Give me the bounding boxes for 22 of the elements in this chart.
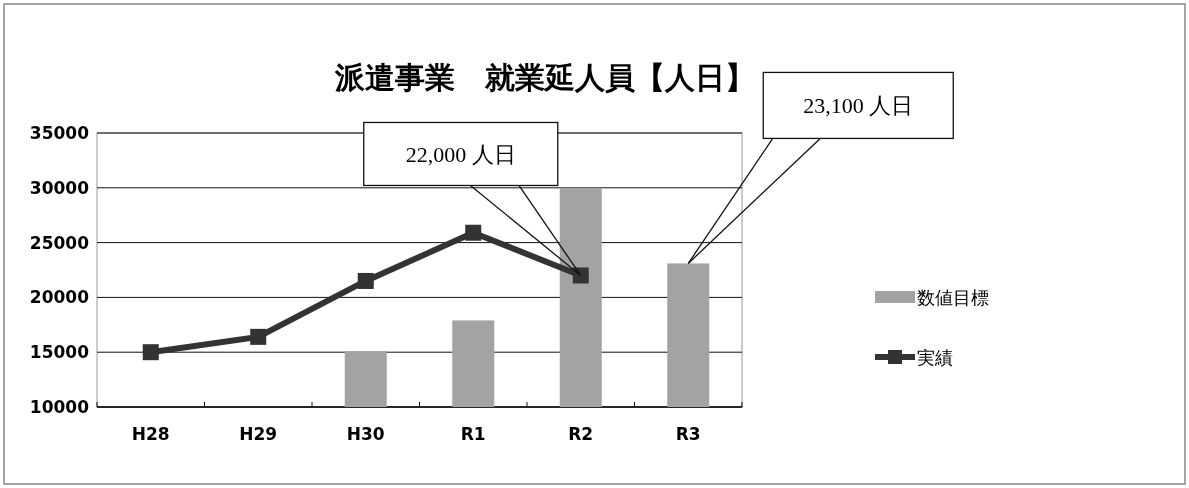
x-tick-label: H28 — [131, 424, 170, 444]
x-tick-label: H30 — [346, 424, 385, 444]
point — [572, 267, 589, 284]
point — [357, 272, 374, 289]
annotation: 22,000 人日 — [405, 141, 516, 167]
annotation: 23,100 人日 — [803, 93, 914, 119]
point — [142, 344, 159, 361]
y-tick-label: 15000 — [29, 342, 90, 363]
x-tick-label: R2 — [568, 424, 594, 444]
y-tick-label: 35000 — [29, 123, 90, 143]
point — [465, 224, 482, 241]
x-tick-label: R3 — [675, 424, 701, 444]
legend-label: 数値目標 — [917, 287, 989, 308]
legend-label: 実績 — [917, 347, 953, 368]
x-tick-label: H29 — [239, 424, 278, 444]
y-tick-label: 25000 — [29, 232, 90, 253]
y-tick-label: 30000 — [29, 177, 90, 198]
y-tick-label: 20000 — [29, 287, 90, 308]
x-tick-label: R1 — [460, 424, 486, 444]
y-tick-label: 10000 — [29, 397, 90, 417]
point — [250, 328, 267, 345]
chart-title: 派遣事業 就業延人員【人日】 — [334, 60, 755, 95]
